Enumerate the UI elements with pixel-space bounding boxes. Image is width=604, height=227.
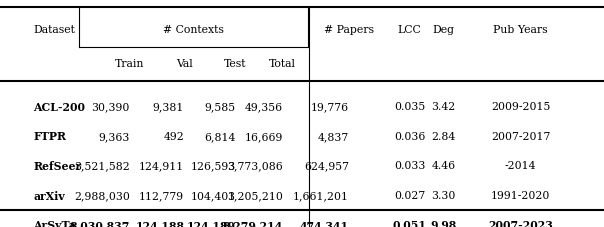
Text: 112,779: 112,779	[139, 190, 184, 200]
Text: 3.30: 3.30	[431, 190, 455, 200]
Text: # Papers: # Papers	[324, 25, 374, 35]
Text: 6,814: 6,814	[204, 131, 236, 141]
Text: 8,030,837: 8,030,837	[69, 219, 130, 227]
Text: 9,585: 9,585	[204, 102, 236, 112]
Text: 2007-2017: 2007-2017	[491, 131, 550, 141]
Text: 30,390: 30,390	[91, 102, 130, 112]
Text: Deg: Deg	[432, 25, 454, 35]
Text: 9.98: 9.98	[430, 219, 457, 227]
Text: 19,776: 19,776	[311, 102, 349, 112]
Text: RefSeer: RefSeer	[33, 160, 82, 171]
Text: # Contexts: # Contexts	[163, 25, 223, 35]
Text: 0.027: 0.027	[394, 190, 425, 200]
Text: 8,279,214: 8,279,214	[222, 219, 283, 227]
Text: 104,401: 104,401	[190, 190, 236, 200]
Text: 2,988,030: 2,988,030	[74, 190, 130, 200]
Text: 4,837: 4,837	[318, 131, 349, 141]
Text: 16,669: 16,669	[244, 131, 283, 141]
Text: 3,521,582: 3,521,582	[74, 161, 130, 171]
Text: Val: Val	[176, 59, 193, 69]
Text: 4.46: 4.46	[431, 161, 455, 171]
Text: ACL-200: ACL-200	[33, 101, 85, 112]
Text: 124,911: 124,911	[139, 161, 184, 171]
Text: 3,773,086: 3,773,086	[227, 161, 283, 171]
Text: Train: Train	[115, 59, 144, 69]
Text: Pub Years: Pub Years	[493, 25, 548, 35]
Text: 1991-2020: 1991-2020	[491, 190, 550, 200]
Text: 9,363: 9,363	[98, 131, 130, 141]
Text: 3.42: 3.42	[431, 102, 455, 112]
Text: 624,957: 624,957	[304, 161, 349, 171]
Text: Test: Test	[224, 59, 247, 69]
Text: arXiv: arXiv	[33, 190, 65, 201]
Text: 49,356: 49,356	[245, 102, 283, 112]
Text: Total: Total	[269, 59, 296, 69]
Text: 3,205,210: 3,205,210	[226, 190, 283, 200]
Text: 9,381: 9,381	[153, 102, 184, 112]
Text: 2007-2023: 2007-2023	[488, 219, 553, 227]
Text: Dataset: Dataset	[33, 25, 75, 35]
Text: 2009-2015: 2009-2015	[491, 102, 550, 112]
Text: 474,341: 474,341	[300, 219, 349, 227]
Text: 0.036: 0.036	[394, 131, 425, 141]
Text: 126,593: 126,593	[190, 161, 236, 171]
Text: 124,189: 124,189	[187, 219, 236, 227]
Text: 0.035: 0.035	[394, 102, 425, 112]
Text: FTPR: FTPR	[33, 131, 66, 142]
Text: 0.051: 0.051	[393, 219, 426, 227]
Text: LCC: LCC	[397, 25, 422, 35]
Text: 2.84: 2.84	[431, 131, 455, 141]
Text: ArSyTa: ArSyTa	[33, 219, 76, 227]
Text: 1,661,201: 1,661,201	[293, 190, 349, 200]
Text: 0.033: 0.033	[394, 161, 425, 171]
Text: 124,188: 124,188	[135, 219, 184, 227]
Text: -2014: -2014	[505, 161, 536, 171]
Text: 492: 492	[164, 131, 184, 141]
